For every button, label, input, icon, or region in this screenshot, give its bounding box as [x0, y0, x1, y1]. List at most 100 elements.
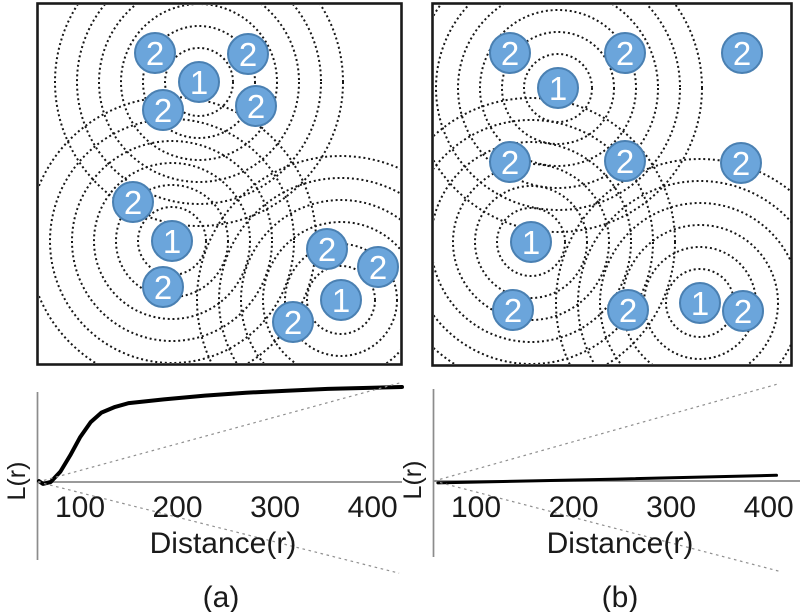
- confidence-envelope: [433, 383, 778, 482]
- panel-b-rings: [434, 5, 791, 364]
- plot-a-envelopes: [37, 381, 404, 574]
- range-ring: [93, 162, 251, 320]
- point-type-2: [134, 32, 176, 74]
- x-tick-label: 200: [152, 491, 202, 524]
- l-function-curve: [436, 473, 778, 485]
- point-type-2: [489, 32, 531, 74]
- plot-b-envelopes: [433, 383, 780, 572]
- range-ring: [599, 202, 791, 364]
- range-ring: [479, 9, 637, 167]
- point-label: 1: [332, 282, 350, 319]
- point-type-2: [112, 181, 154, 223]
- x-tick-label: 400: [744, 491, 794, 524]
- point-label: 1: [691, 285, 709, 322]
- point-type-2: [721, 32, 763, 74]
- point-label: 2: [154, 92, 172, 129]
- point-type-2: [604, 32, 646, 74]
- point-label: 2: [616, 35, 634, 72]
- point-type-2: [142, 266, 184, 308]
- range-ring: [71, 140, 273, 342]
- x-tick-label: 200: [548, 491, 598, 524]
- x-tick-label: 300: [250, 491, 300, 524]
- point-label: 2: [732, 145, 750, 182]
- point-label: 2: [734, 293, 752, 330]
- range-ring: [54, 5, 344, 227]
- point-type-2: [720, 142, 762, 184]
- range-ring: [306, 265, 376, 335]
- range-ring: [555, 158, 791, 364]
- range-ring: [435, 5, 681, 211]
- range-ring: [196, 155, 400, 363]
- point-label: 1: [549, 70, 567, 107]
- point-label: 2: [619, 292, 637, 329]
- l-function-curve: [37, 385, 404, 486]
- point-type-1: [178, 61, 220, 103]
- confidence-envelope: [37, 481, 400, 574]
- x-tick-label: 100: [451, 491, 501, 524]
- range-ring: [164, 47, 234, 117]
- point-type-2: [604, 140, 646, 182]
- point-type-2: [227, 33, 269, 75]
- point-label: 1: [522, 224, 540, 261]
- point-label: 2: [504, 292, 522, 329]
- range-ring: [434, 119, 654, 364]
- point-type-2: [357, 246, 399, 288]
- point-label: 2: [124, 184, 142, 221]
- plot-b-y-axis-label: L(r): [399, 461, 427, 500]
- x-tick-label: 100: [55, 491, 105, 524]
- range-ring: [501, 31, 615, 145]
- point-label: 2: [616, 143, 634, 180]
- point-type-2: [235, 85, 277, 127]
- point-type-1: [510, 221, 552, 263]
- plot-b-x-axis-label: Distance(r): [547, 527, 694, 560]
- point-label: 2: [239, 36, 257, 73]
- point-label: 1: [163, 223, 181, 260]
- plot-a-x-axis-label: Distance(r): [150, 527, 297, 560]
- point-type-2: [489, 141, 531, 183]
- plot-a: 100 200 300 400 L(r) Distance(r): [3, 381, 404, 574]
- point-type-2: [722, 290, 764, 332]
- point-label: 2: [501, 35, 519, 72]
- range-ring: [496, 207, 566, 277]
- plot-b-ticks: 100 200 300 400: [451, 491, 794, 524]
- point-label: 2: [318, 231, 336, 268]
- point-type-2: [272, 301, 314, 343]
- x-tick-label: 300: [646, 491, 696, 524]
- panel-b-pattern-box: 12 2 22 2 212 2 1 2: [431, 2, 793, 367]
- range-ring: [98, 5, 300, 183]
- point-label: 2: [284, 304, 302, 341]
- point-type-1: [537, 67, 579, 109]
- range-ring: [120, 5, 278, 161]
- point-label: 2: [154, 269, 172, 306]
- point-type-2: [607, 289, 649, 331]
- point-type-2: [306, 228, 348, 270]
- range-ring: [434, 5, 703, 233]
- range-ring: [284, 243, 398, 357]
- caption-a: (a): [203, 581, 240, 612]
- point-type-1: [320, 279, 362, 321]
- range-ring: [240, 199, 400, 363]
- point-label: 2: [146, 35, 164, 72]
- range-ring: [76, 5, 322, 205]
- panel-a-border: [36, 2, 403, 366]
- point-label: 2: [369, 249, 387, 286]
- point-type-1: [679, 282, 721, 324]
- plot-b: 100 200 300 400 L(r) Distance(r): [399, 383, 800, 572]
- point-type-1: [151, 220, 193, 262]
- panel-b-points: 12 2 22 2 212 2 1 2: [489, 32, 764, 332]
- panel-b-border: [431, 2, 793, 367]
- range-ring: [457, 5, 659, 189]
- point-label: 2: [247, 88, 265, 125]
- range-ring: [142, 25, 256, 139]
- point-label: 1: [190, 64, 208, 101]
- point-label: 2: [501, 144, 519, 181]
- point-type-2: [492, 289, 534, 331]
- plot-a-y-axis-label: L(r): [3, 462, 31, 501]
- point-label: 2: [733, 35, 751, 72]
- range-ring: [434, 141, 632, 343]
- confidence-envelope: [37, 381, 403, 483]
